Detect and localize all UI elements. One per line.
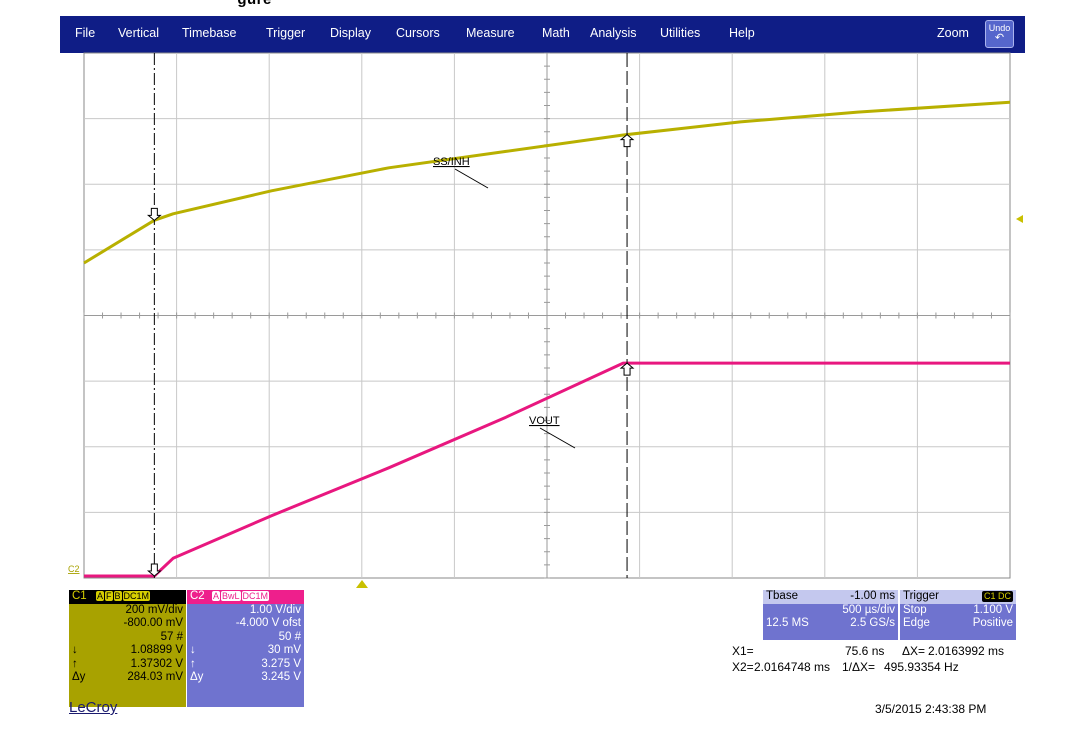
c1-header: C1 A F B DC1M [69, 590, 186, 604]
trigger-type: Edge [903, 617, 930, 629]
c1-dy-label: Δy [72, 671, 86, 683]
cursor-x1-value: 75.6 ns [845, 644, 885, 658]
timebase-header: Tbase -1.00 ms [763, 590, 898, 604]
waveform-display: SS/INH VOUT C2 [68, 52, 1011, 588]
c1-descriptor[interactable]: C1 A F B DC1M 200 mV/div -800.00 mV 57 # ↓ 1… [69, 590, 186, 707]
c1-sweeps: 57 # [160, 630, 183, 643]
c1-delta-y: 284.03 mV [127, 671, 183, 683]
trigger-position-marker [356, 580, 368, 588]
zoom-button[interactable]: Zoom [937, 26, 969, 40]
c2-ground-marker: C2 [68, 564, 80, 574]
c2-descriptor[interactable]: C2 A BwL DC1M 1.00 V/div -4.000 V ofst 50 … [187, 590, 304, 707]
trigger-level: 1.100 V [973, 603, 1013, 616]
ss-inh-leader [454, 168, 489, 189]
trigger-slope: Positive [972, 617, 1013, 629]
c1-badge-b: B [113, 590, 122, 601]
menu-help[interactable]: Help [729, 26, 755, 40]
menu-utilities[interactable]: Utilities [660, 26, 701, 40]
c2-cursor-down: 30 mV [267, 644, 301, 656]
c2-badges: A BwL DC1M [211, 590, 270, 604]
c2-header: C2 A BwL DC1M [187, 590, 304, 604]
c1-down-arrow-icon: ↓ [72, 644, 78, 656]
c2-offset: -4.000 V ofst [235, 617, 301, 629]
undo-arrow-icon: ↶ [994, 32, 1005, 44]
cursor-x2-c2-up-arrow-icon [619, 362, 635, 376]
timebase-rate: 2.5 GS/s [850, 617, 895, 629]
menu-timebase[interactable]: Timebase [182, 26, 237, 40]
cursor-x2-c1-up-arrow-icon [619, 133, 635, 148]
cursor-x2-value: 2.0164748 ms [754, 660, 831, 674]
menu-file[interactable]: File [75, 26, 96, 40]
c1-offset: -800.00 mV [123, 617, 183, 629]
graticule [83, 52, 1011, 579]
waveform-traces [83, 100, 1011, 578]
timestamp: 3/5/2015 2:43:38 PM [875, 702, 987, 716]
c2-delta-y: 3.245 V [261, 671, 301, 683]
cursor-x1-label: X1= [732, 644, 754, 658]
menu-analysis[interactable]: Analysis [590, 26, 637, 40]
cursor-x1-c2-down-arrow-icon [146, 563, 162, 577]
cursor-x1-c1-down-arrow-icon [146, 207, 162, 221]
cursor-lines[interactable] [146, 53, 635, 578]
c2-dy-label: Δy [190, 671, 204, 683]
menu-trigger[interactable]: Trigger [266, 26, 306, 40]
c2-badge-a: A [212, 590, 221, 601]
c2-up-arrow-icon: ↑ [190, 657, 196, 670]
c2-down-arrow-icon: ↓ [190, 644, 196, 656]
c1-cursor-down: 1.08899 V [130, 644, 183, 656]
c1-badge-coupling: DC1M [122, 590, 151, 601]
trace-c1 [83, 100, 1011, 265]
trigger-source-badge: C1 DC [981, 591, 1013, 602]
c2-cursor-up: 3.275 V [261, 657, 301, 670]
vout-leader [539, 427, 576, 449]
c2-badge-coupling: DC1M [241, 590, 270, 601]
c1-badge-f: F [105, 590, 113, 601]
menu-bar: File Vertical Timebase Trigger Display C… [60, 16, 1025, 53]
undo-label: Undo [988, 23, 1011, 33]
timebase-samples: 12.5 MS [766, 617, 809, 629]
cursor-x2-label: X2= [732, 660, 754, 674]
cursor-dx-value: 2.0163992 ms [928, 644, 1005, 658]
trace-c2 [84, 361, 1010, 578]
timebase-descriptor[interactable]: Tbase -1.00 ms 500 µs/div 12.5 MS 2.5 GS/… [763, 590, 898, 640]
ss-inh-label: SS/INH [433, 156, 470, 168]
menu-math[interactable]: Math [542, 26, 570, 40]
c1-up-arrow-icon: ↑ [72, 657, 78, 670]
menu-vertical[interactable]: Vertical [118, 26, 159, 40]
menu-display[interactable]: Display [330, 26, 371, 40]
trigger-label: Trigger [903, 590, 939, 602]
undo-button[interactable]: Undo ↶ [985, 20, 1014, 48]
cursor-inv-dx-label: 1/ΔX= [842, 660, 876, 674]
timebase-delay: -1.00 ms [850, 590, 895, 602]
menu-cursors[interactable]: Cursors [396, 26, 440, 40]
c2-sweeps: 50 # [278, 630, 301, 643]
timebase-label: Tbase [766, 590, 798, 602]
c1-name: C1 [72, 590, 87, 602]
trigger-mode: Stop [903, 603, 927, 616]
c1-vdiv: 200 mV/div [125, 603, 183, 616]
c1-cursor-up: 1.37302 V [130, 657, 183, 670]
c1-badges: A F B DC1M [95, 590, 151, 604]
c1-badge-a: A [96, 590, 105, 601]
vout-label: VOUT [529, 415, 560, 427]
menu-measure[interactable]: Measure [466, 26, 515, 40]
lecroy-logo: LeCroy [69, 699, 118, 716]
c2-badge-bwl: BwL [221, 590, 241, 601]
figure-caption-fragment: gure [200, 0, 319, 8]
cursor-dx-label: ΔX= [902, 644, 926, 658]
trigger-descriptor[interactable]: Trigger C1 DC Stop 1.100 V Edge Positive [900, 590, 1016, 640]
timebase-tdiv: 500 µs/div [842, 603, 895, 616]
c2-name: C2 [190, 590, 205, 602]
cursor-inv-dx-value: 495.93354 Hz [884, 660, 959, 674]
scope-screen: File Vertical Timebase Trigger Display C… [60, 16, 1025, 716]
trigger-header: Trigger C1 DC [900, 590, 1016, 604]
trigger-level-marker [1016, 215, 1023, 223]
c2-vdiv: 1.00 V/div [249, 603, 301, 616]
